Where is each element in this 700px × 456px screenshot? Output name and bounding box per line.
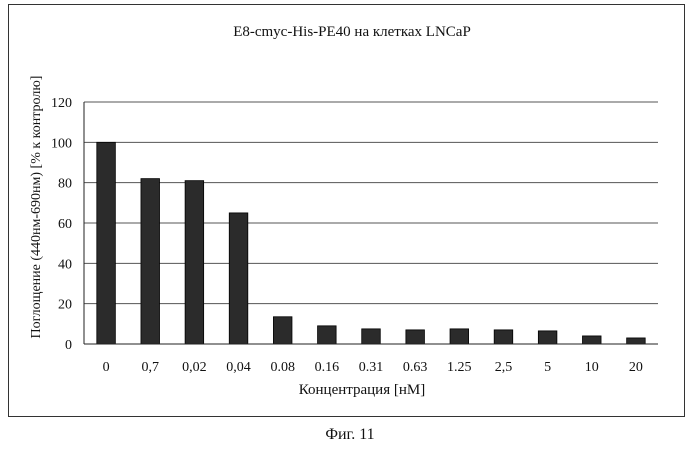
x-tick-label: 5 [544, 360, 551, 375]
chart-title: E8-cmyc-His-PE40 на клетках LNCaP [233, 24, 471, 40]
bar [538, 331, 557, 344]
y-tick-label: 100 [51, 136, 72, 151]
y-tick-label: 80 [58, 177, 72, 192]
x-tick-labels: 0 0,7 0,02 0,04 0.08 0.16 0.31 0.63 1.25 2,5 5 10 20 [103, 360, 643, 375]
x-tick-label: 0,02 [182, 360, 207, 375]
x-axis-label: Концентрация [нМ] [299, 382, 425, 398]
bars [97, 142, 645, 344]
y-tick-label: 20 [58, 298, 72, 313]
x-tick-label: 1.25 [447, 360, 472, 375]
x-tick-label: 0,7 [141, 360, 159, 375]
bar-chart: E8-cmyc-His-PE40 на клетках LNCaP 0 20 40 6… [0, 0, 700, 420]
y-tick-label: 60 [58, 217, 72, 232]
bar [141, 179, 160, 344]
bar [450, 329, 469, 344]
x-tick-label: 0 [103, 360, 110, 375]
figure-caption: Фиг. 11 [0, 426, 700, 444]
x-tick-label: 0.31 [359, 360, 384, 375]
y-tick-label: 40 [58, 257, 72, 272]
x-tick-label: 0.63 [403, 360, 428, 375]
y-tick-labels: 0 20 40 60 80 100 120 [51, 96, 72, 353]
x-tick-label: 10 [585, 360, 599, 375]
bar [627, 338, 646, 344]
x-tick-label: 20 [629, 360, 643, 375]
y-axis-label: Поглощение (440нм-690нм) [% к контролю] [29, 76, 44, 339]
x-tick-label: 2,5 [495, 360, 513, 375]
bar [97, 142, 116, 344]
bar [273, 317, 292, 344]
bar [229, 213, 248, 344]
bar [582, 336, 601, 344]
bar [406, 330, 425, 344]
x-tick-label: 0.16 [315, 360, 340, 375]
bar [494, 330, 513, 344]
x-tick-label: 0,04 [226, 360, 251, 375]
x-tick-label: 0.08 [270, 360, 295, 375]
y-tick-label: 0 [65, 338, 72, 353]
y-tick-label: 120 [51, 96, 72, 111]
bar [318, 326, 337, 344]
bar [362, 329, 381, 344]
gridlines [84, 102, 658, 304]
bar [185, 181, 204, 344]
